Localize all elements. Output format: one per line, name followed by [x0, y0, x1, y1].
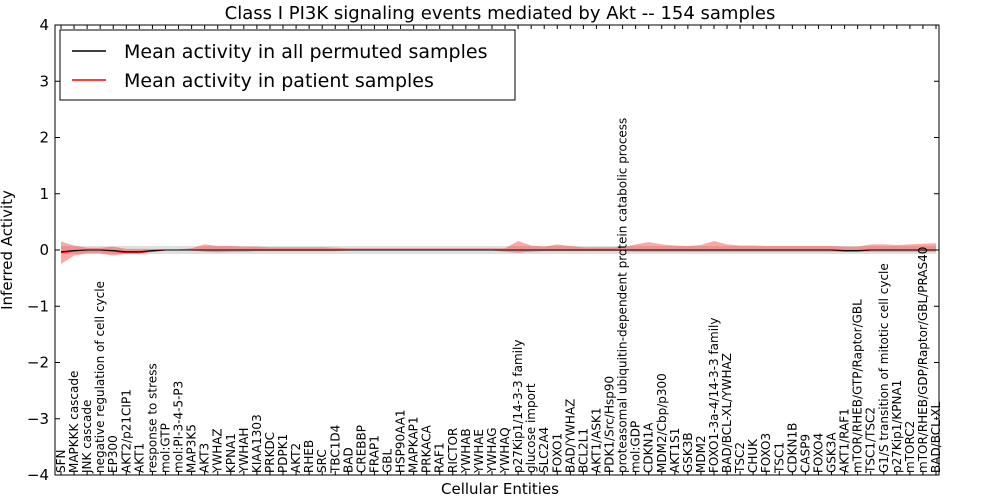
x-tick-label: JNK cascade: [80, 400, 94, 474]
x-tick-label: BAD/BCL-XL/YWHAZ: [720, 353, 734, 473]
x-tick-label: BAD/YWHAZ: [563, 399, 577, 473]
x-tick-label: CDKN1A: [642, 422, 656, 473]
x-axis-label: Cellular Entities: [441, 480, 559, 498]
x-tick-label: proteasomal ubiquitin-dependent protein …: [616, 118, 630, 473]
x-tick-label: mol:PI-3-4-5-P3: [172, 381, 186, 473]
x-tick-label: MAPKKK cascade: [67, 371, 81, 473]
line-series-0: [60, 249, 936, 253]
x-axis-ticks: SFN MAPKKK cascade JNK cascade negative reg…: [54, 25, 943, 475]
x-tick-label: response to stress: [145, 363, 159, 473]
x-tick-label: FOXO4: [811, 433, 825, 473]
x-tick-label: GBL: [380, 448, 394, 473]
x-tick-label: YWHAZ: [211, 428, 225, 474]
x-tick-label: AKT2/p21CIP1: [119, 389, 133, 473]
x-tick-label: MDM2: [694, 435, 708, 473]
y-tick-label: −2: [27, 354, 49, 372]
x-tick-label: mTORC2: [903, 421, 917, 473]
x-tick-label: MDM2/Cbp/p300: [655, 373, 669, 473]
legend-label-patient: Mean activity in patient samples: [124, 70, 434, 92]
y-tick-label: 4: [39, 16, 49, 34]
x-tick-label: negative regulation of cell cycle: [93, 281, 107, 473]
y-axis-ticks: −4 −3 −2 −1 0 1 2 3 4: [27, 16, 939, 484]
x-tick-label: RHEB: [302, 440, 316, 473]
x-tick-label: p27Kip1/KPNA1: [890, 380, 904, 473]
x-tick-label: KIAA1303: [250, 414, 264, 473]
x-tick-label: PDPK1: [276, 434, 290, 473]
x-tick-label: mTOR/RHEB/GDP/Raptor/GBL/PRAS40: [916, 247, 930, 473]
x-tick-label: AKT3: [198, 443, 212, 473]
x-tick-label: YWHAG: [485, 427, 499, 474]
series-lines: [60, 249, 936, 254]
x-tick-label: YWHAH: [237, 428, 251, 474]
band-series-1: [61, 241, 936, 265]
x-tick-label: AKT1/ASK1: [589, 408, 603, 473]
x-tick-label: YWHAE: [472, 429, 486, 474]
x-tick-label: EP300: [106, 435, 120, 473]
x-tick-label: mol:GDP: [629, 421, 643, 473]
x-tick-label: AKT1S1: [668, 428, 682, 473]
x-tick-label: GSK3B: [681, 432, 695, 473]
y-tick-label: −3: [27, 410, 49, 428]
x-tick-label: PDK1/Src/Hsp90: [603, 376, 617, 473]
x-tick-label: TBC1D4: [328, 425, 342, 474]
x-tick-label: RAF1: [433, 442, 447, 473]
x-tick-label: G1/S transition of mitotic cell cycle: [877, 263, 891, 473]
x-tick-label: CREBBP: [354, 425, 368, 473]
x-tick-label: AKT1/RAF1: [838, 408, 852, 473]
chart-title: Class I PI3K signaling events mediated b…: [225, 3, 776, 24]
x-tick-label: AKT1: [132, 443, 146, 473]
y-tick-label: −1: [27, 297, 49, 315]
x-tick-label: CASP9: [798, 434, 812, 473]
x-tick-label: SFN: [54, 450, 68, 474]
legend-label-permuted: Mean activity in all permuted samples: [124, 41, 487, 63]
x-tick-label: mTOR/RHEB/GTP/Raptor/GBL: [851, 299, 865, 473]
x-tick-label: mol:GTP: [158, 423, 172, 473]
x-tick-label: PRKACA: [420, 424, 434, 473]
y-tick-label: −4: [27, 466, 49, 484]
x-tick-label: BAD/BCL-XL: [929, 401, 943, 473]
confidence-bands: [61, 241, 936, 265]
x-tick-label: KPNA1: [224, 433, 238, 473]
x-tick-label: BAD: [341, 447, 355, 473]
x-tick-label: YWHAB: [459, 428, 473, 474]
x-tick-label: CHUK: [746, 438, 760, 473]
x-tick-label: AKT2: [289, 443, 303, 473]
x-tick-label: TSC1: [772, 442, 786, 474]
y-tick-label: 2: [39, 129, 49, 147]
x-tick-label: MAP3K5: [185, 424, 199, 473]
x-tick-label: glucose import: [524, 383, 538, 473]
y-tick-label: 3: [39, 72, 49, 90]
x-tick-label: SRC: [315, 449, 329, 473]
legend-box: [59, 29, 516, 101]
x-tick-label: FRAP1: [367, 435, 381, 473]
x-tick-label: RICTOR: [446, 428, 460, 473]
x-tick-label: MAPKAP1: [407, 416, 421, 473]
y-axis-label: Inferred Activity: [0, 190, 16, 310]
legend: Mean activity in all permuted samples Me…: [59, 29, 516, 101]
x-tick-label: FOXO3: [759, 433, 773, 473]
y-tick-label: 0: [39, 241, 49, 259]
x-tick-label: GSK3A: [825, 432, 839, 473]
x-tick-label: TSC2: [733, 442, 747, 474]
x-tick-label: p27Kip1/14-3-3 family: [511, 340, 525, 473]
x-tick-label: YWHAQ: [498, 427, 512, 474]
x-tick-label: SLC2A4: [537, 427, 551, 473]
y-tick-label: 1: [39, 185, 49, 203]
x-tick-label: BCL2L1: [576, 428, 590, 473]
x-tick-label: HSP90AA1: [394, 409, 408, 473]
x-tick-label: CDKN1B: [785, 423, 799, 473]
x-tick-label: TSC1/TSC2: [864, 407, 878, 474]
x-tick-label: FOXO1: [550, 433, 564, 473]
x-tick-label: FOXO1-3a-4/14-3-3 family: [707, 318, 721, 474]
x-tick-label: PRKDC: [263, 432, 277, 473]
